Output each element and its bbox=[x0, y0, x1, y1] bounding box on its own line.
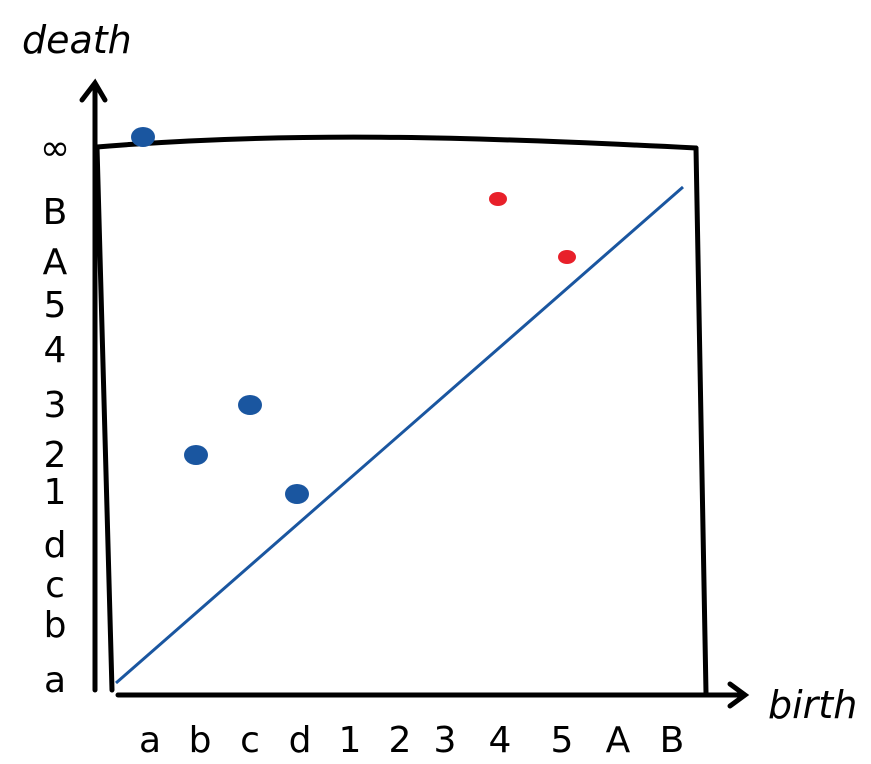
y-tick-label: 3 bbox=[44, 385, 67, 426]
x-tick-label: 3 bbox=[434, 720, 457, 761]
red-data-point bbox=[489, 192, 507, 206]
y-tick-label: 5 bbox=[44, 285, 67, 326]
red-data-point bbox=[558, 250, 576, 264]
y-tick-label: a bbox=[44, 660, 66, 701]
y-tick-label: d bbox=[44, 525, 67, 566]
x-tick-label: 5 bbox=[551, 720, 574, 761]
x-tick-label: 4 bbox=[489, 720, 512, 761]
x-tick-label: c bbox=[240, 720, 260, 761]
y-tick-label: 1 bbox=[44, 472, 67, 513]
blue-data-point bbox=[285, 484, 309, 504]
y-tick-label: A bbox=[43, 242, 68, 283]
x-tick-label: A bbox=[606, 720, 631, 761]
blue-data-point bbox=[131, 127, 155, 147]
x-axis-title: birth bbox=[768, 683, 857, 727]
y-tick-label: 2 bbox=[44, 435, 67, 476]
frame-left bbox=[94, 144, 115, 693]
y-tick-label: B bbox=[43, 192, 68, 233]
y-tick-label: b bbox=[44, 605, 67, 646]
y-tick-label: 4 bbox=[44, 330, 67, 371]
blue-data-point bbox=[238, 395, 262, 415]
blue-data-point bbox=[184, 445, 208, 465]
y-axis-arrowhead bbox=[79, 78, 108, 103]
axes bbox=[79, 78, 750, 709]
y-tick-label: c bbox=[45, 565, 65, 606]
y-axis-title: death bbox=[22, 18, 132, 62]
frame-top bbox=[94, 134, 699, 151]
diagonal-line bbox=[115, 185, 684, 685]
x-tick-label: B bbox=[660, 720, 685, 761]
x-tick-label: b bbox=[189, 720, 212, 761]
x-axis-arrowhead bbox=[727, 681, 750, 709]
x-tick-label: 1 bbox=[339, 720, 362, 761]
data-points bbox=[131, 127, 576, 504]
x-tick-label: 2 bbox=[389, 720, 412, 761]
x-tick-label: d bbox=[289, 720, 312, 761]
x-tick-label: a bbox=[139, 720, 161, 761]
frame-right bbox=[693, 145, 709, 696]
y-tick-label: ∞ bbox=[40, 128, 70, 169]
